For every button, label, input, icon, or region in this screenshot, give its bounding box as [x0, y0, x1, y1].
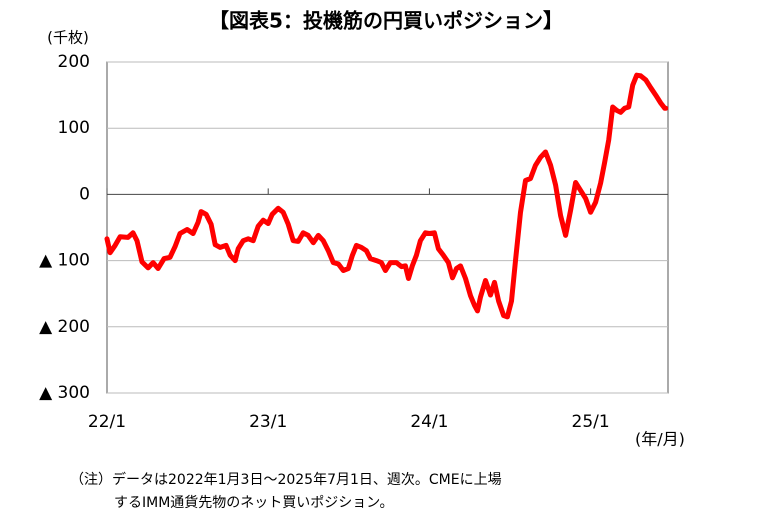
x-tick-label: 24/1	[410, 412, 448, 432]
y-tick-label: 200	[58, 52, 90, 72]
chart-title: 【図表5：投機筋の円買いポジション】	[209, 9, 563, 33]
note: （注）データは2022年1月3日～2025年7月1日、週次。CMEに上場	[70, 471, 502, 488]
y-tick-label: ▲ 200	[39, 317, 90, 337]
y-tick-label: 100	[58, 118, 90, 138]
plot-frame	[106, 61, 669, 394]
x-tick-label: 23/1	[249, 412, 287, 432]
x-tick-label: 22/1	[88, 412, 126, 432]
x-unit: (年/月)	[635, 430, 685, 449]
y-tick-label: ▲ 300	[39, 383, 90, 403]
y-unit: (千枚)	[47, 29, 89, 47]
data-line	[104, 72, 669, 320]
x-tick-label: 25/1	[572, 412, 610, 432]
note: するIMM通貨先物のネット買いポジション。	[114, 494, 393, 511]
y-tick-label: ▲ 100	[39, 251, 90, 271]
y-tick-label: 0	[79, 184, 90, 204]
